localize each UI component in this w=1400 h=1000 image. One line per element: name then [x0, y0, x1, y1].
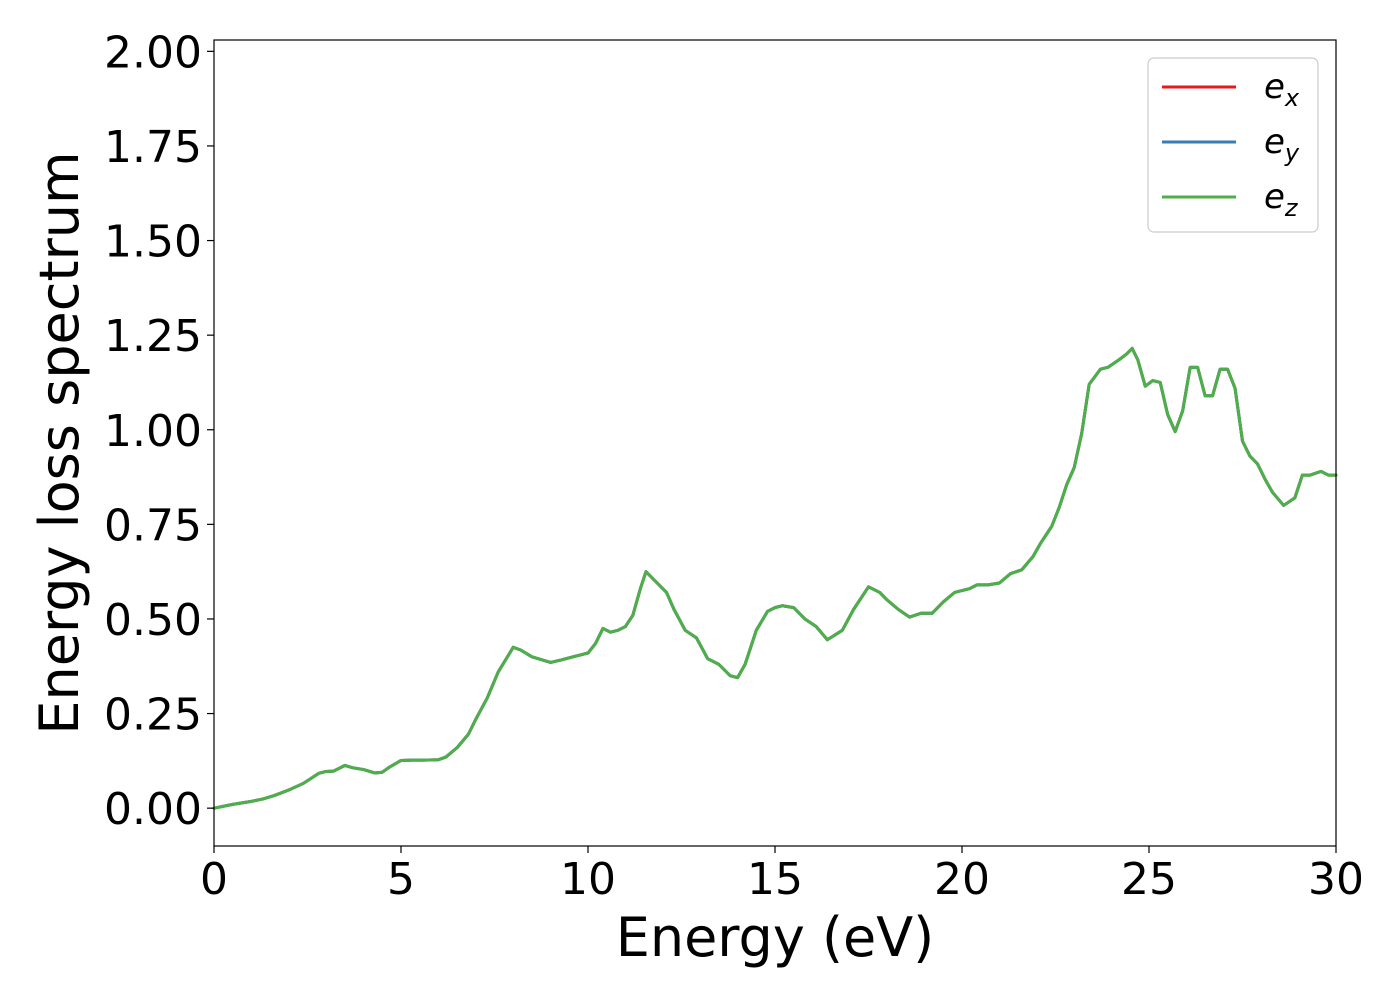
x-tick-label: 0	[200, 854, 228, 905]
legend-box	[1147, 57, 1319, 233]
x-axis-title: Energy (eV)	[616, 906, 935, 969]
y-tick-label: 0.75	[104, 500, 202, 551]
x-tick-label: 5	[387, 854, 415, 905]
y-axis-title: Energy loss spectrum	[28, 151, 91, 734]
x-tick-label: 20	[934, 854, 990, 905]
x-tick-label: 15	[747, 854, 803, 905]
x-tick-label: 10	[560, 854, 616, 905]
y-tick-label: 2.00	[104, 27, 202, 78]
y-axis-ticks: 0.00 0.25 0.50 0.75 1.00 1.25 1.50 1.75 2.00	[104, 27, 214, 835]
x-tick-label: 30	[1308, 854, 1364, 905]
x-axis-ticks: 0 5 10 15 20 25 30	[200, 846, 1364, 905]
y-tick-label: 1.75	[104, 122, 202, 173]
x-tick-label: 25	[1121, 854, 1177, 905]
y-tick-label: 1.25	[104, 311, 202, 362]
y-tick-label: 0.50	[104, 595, 202, 646]
y-tick-label: 0.00	[104, 784, 202, 835]
series-layer	[212, 346, 1338, 810]
y-tick-label: 1.00	[104, 406, 202, 457]
y-tick-label: 1.50	[104, 217, 202, 268]
y-tick-label: 0.25	[104, 690, 202, 741]
series-line-ez	[212, 346, 1338, 810]
